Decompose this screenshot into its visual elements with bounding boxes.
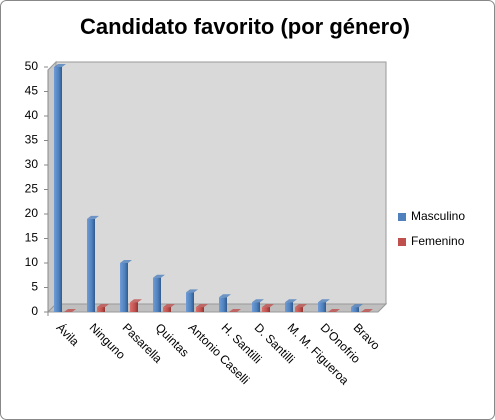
bar-top <box>361 309 373 312</box>
y-tick-label: 45 <box>25 84 39 98</box>
bar-top <box>295 304 307 308</box>
legend-label: Masculino <box>411 209 465 223</box>
bar <box>252 302 260 312</box>
chart-title: Candidato favorito (por género) <box>80 14 410 39</box>
y-tick-label: 25 <box>25 182 39 196</box>
legend-swatch <box>398 238 406 246</box>
y-tick-label: 5 <box>31 280 38 294</box>
y-tick-label: 0 <box>31 304 38 318</box>
bar <box>120 263 128 312</box>
y-tick-label: 50 <box>25 59 39 73</box>
bar <box>351 307 359 312</box>
y-tick-label: 15 <box>25 231 39 245</box>
bar <box>196 307 204 312</box>
bar-top <box>351 304 363 308</box>
bar-top <box>196 304 208 308</box>
bar-top <box>153 274 165 278</box>
bar-top <box>262 304 274 308</box>
bar <box>163 307 171 312</box>
bar <box>54 67 62 312</box>
bar <box>219 297 227 312</box>
bar-top <box>130 299 142 303</box>
bar-top <box>97 304 109 308</box>
bar-top <box>252 299 264 303</box>
bar-top <box>318 299 330 303</box>
bar-top <box>186 289 198 293</box>
bar-top <box>219 294 231 298</box>
bar <box>295 307 303 312</box>
bar <box>97 307 105 312</box>
bar <box>153 277 161 312</box>
y-tick-label: 40 <box>25 108 39 122</box>
bar-top <box>54 64 66 67</box>
bar-top <box>64 309 76 312</box>
bar-top <box>120 260 132 263</box>
bar <box>318 302 326 312</box>
bar-top <box>163 304 175 308</box>
bar <box>130 302 138 312</box>
back-wall <box>55 61 387 305</box>
y-tick-label: 20 <box>25 206 39 220</box>
y-tick-label: 30 <box>25 157 39 171</box>
bar <box>262 307 270 312</box>
y-tick-label: 35 <box>25 133 39 147</box>
bar-top <box>87 215 99 219</box>
y-tick-label: 10 <box>25 255 39 269</box>
bar-top <box>328 309 340 312</box>
bar-top <box>229 309 241 312</box>
bar <box>285 302 293 312</box>
legend-swatch <box>398 213 406 221</box>
bar <box>186 292 194 312</box>
legend-label: Femenino <box>411 234 465 248</box>
bar <box>87 218 95 312</box>
bar-top <box>285 299 297 303</box>
